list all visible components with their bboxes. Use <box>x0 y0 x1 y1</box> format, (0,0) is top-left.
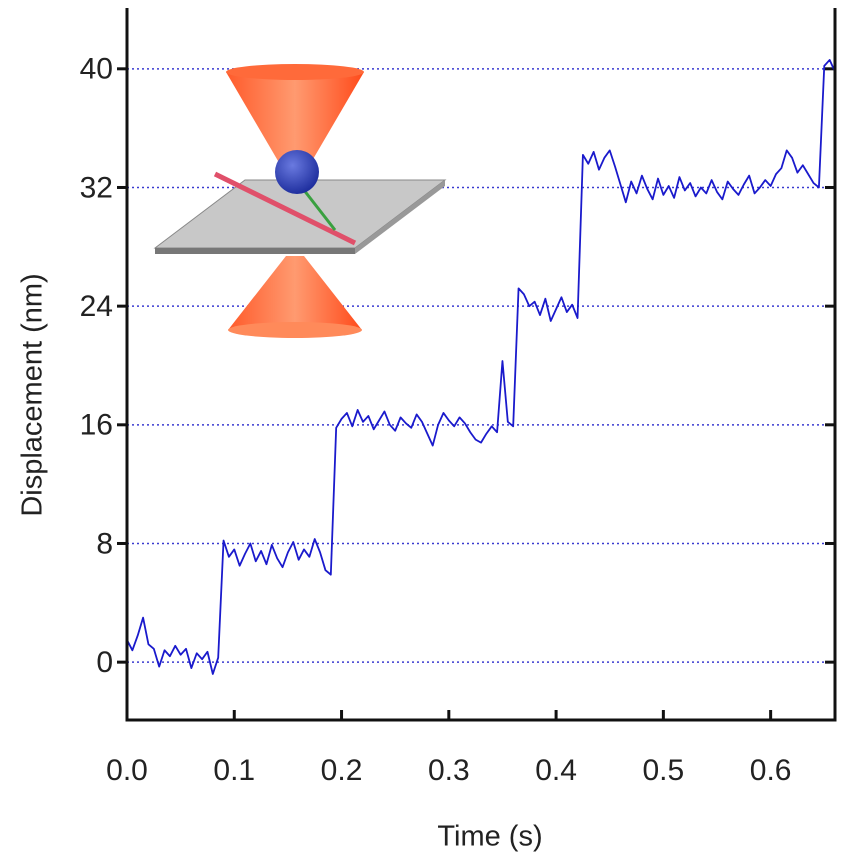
laser-cone-bottom <box>228 256 362 330</box>
y-tick-label: 40 <box>80 53 113 86</box>
x-tick-label: 0.3 <box>428 754 470 787</box>
y-tick-label: 8 <box>96 527 113 560</box>
y-tick-label: 32 <box>80 171 113 204</box>
y-tick-label: 16 <box>80 409 113 442</box>
x-tick-label: 0.6 <box>750 754 792 787</box>
coverslip-side <box>355 180 445 254</box>
cone-rim <box>228 322 362 338</box>
x-axis-title: Time (s) <box>437 821 542 853</box>
cone-rim <box>226 64 364 80</box>
axis-frame <box>125 8 837 722</box>
plot: 0 8 16 24 32 40 0.0 0.1 0.2 0.3 0.4 0.5 0.6 <box>80 8 837 787</box>
data-line <box>126 59 836 675</box>
x-tick-label: 0.4 <box>535 754 577 787</box>
x-tick-label: 0.5 <box>643 754 685 787</box>
y-tick-label: 0 <box>96 646 113 679</box>
y-tick-label: 24 <box>80 290 113 323</box>
laser-cone-top <box>226 72 364 178</box>
grid <box>127 68 835 663</box>
x-tick-label: 0.0 <box>106 754 148 787</box>
x-tick-label: 0.2 <box>321 754 363 787</box>
filament <box>213 171 357 246</box>
bead <box>275 150 319 194</box>
coverslip-edge <box>155 248 355 254</box>
inset-illustration <box>153 64 447 338</box>
x-tick-label: 0.1 <box>213 754 255 787</box>
y-axis-title: Displacement (nm) <box>17 273 49 516</box>
motor <box>298 184 337 231</box>
